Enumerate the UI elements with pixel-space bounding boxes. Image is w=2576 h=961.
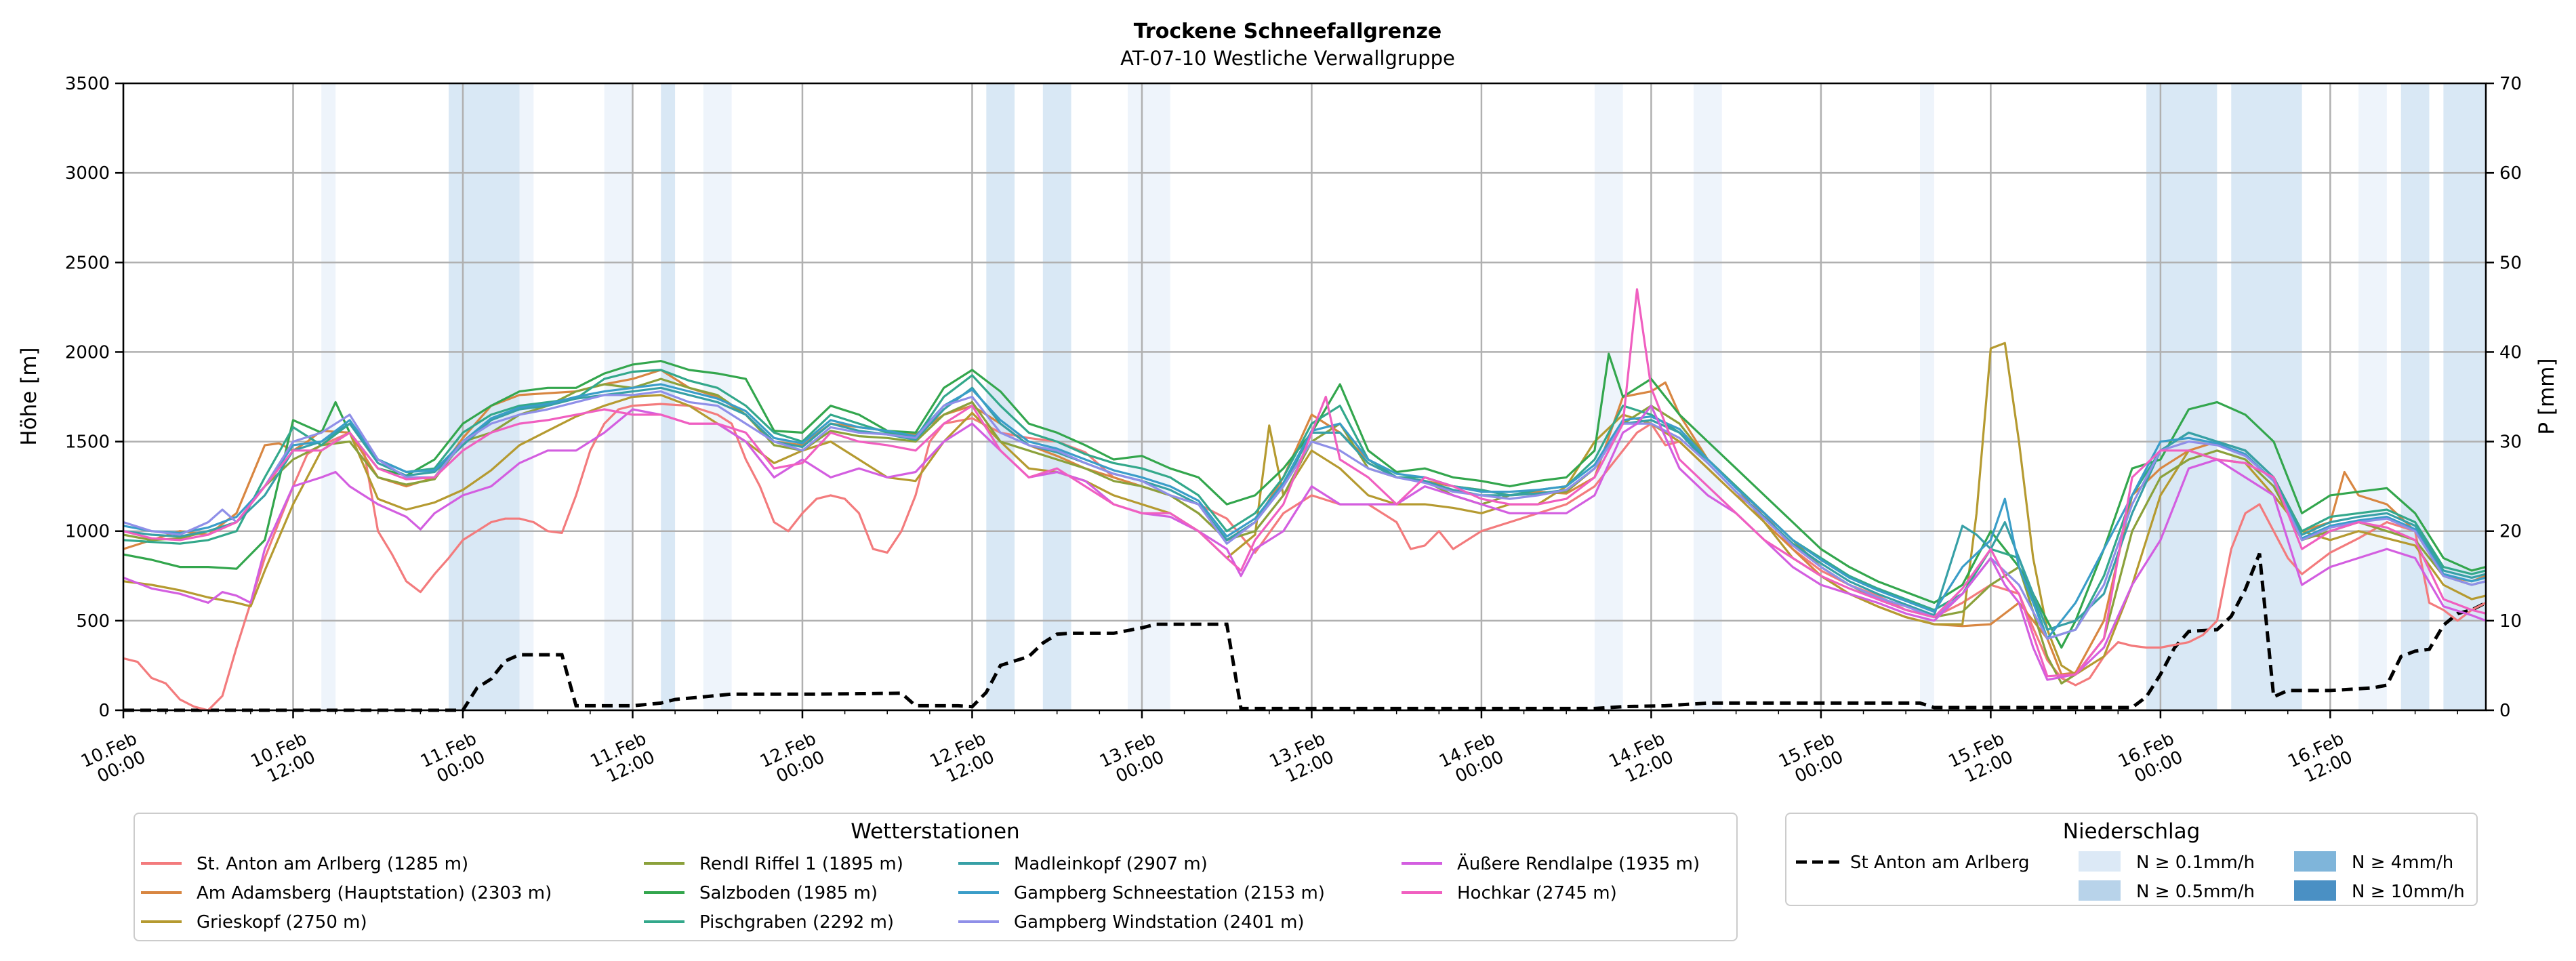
precip-band [2146, 83, 2217, 710]
legend-station-label: Pischgraben (2292 m) [699, 912, 894, 933]
legend-station-label: Hochkar (2745 m) [1457, 883, 1617, 903]
station-line [123, 383, 2487, 640]
precip-band [2400, 83, 2430, 710]
station-line [123, 405, 2487, 681]
precip-band [1920, 83, 1934, 710]
y2-axis-ticks: 0 10 20 30 40 50 60 70 [2486, 74, 2522, 721]
y-axis-ticks: 0 500 1000 1500 2000 2500 3000 3500 [65, 74, 123, 721]
legend-station-label: Gampberg Windstation (2401 m) [1014, 912, 1305, 933]
legend-station-label: St. Anton am Arlberg (1285 m) [197, 854, 468, 874]
stations-legend-box [134, 813, 1738, 941]
y2-tick-label: 10 [2499, 611, 2522, 632]
y-tick-label: 2000 [65, 342, 110, 363]
precip-band [2358, 83, 2387, 710]
y-axis-label: Höhe [m] [17, 347, 41, 445]
precip-level-label: N ≥ 10mm/h [2352, 882, 2465, 902]
chart-title: Trockene Schneefallgrenze [1134, 20, 1442, 43]
stations-legend: Wetterstationen St. Anton am Arlberg (12… [134, 813, 1738, 941]
plot-frame [122, 82, 2487, 712]
x-tick-label: 11.Feb12:00 [588, 729, 659, 790]
y-tick-label: 2500 [65, 253, 110, 273]
y-tick-label: 0 [98, 701, 110, 721]
y2-tick-label: 70 [2499, 74, 2522, 94]
x-tick-label: 10.Feb00:00 [78, 729, 149, 790]
x-tick-label: 13.Feb12:00 [1267, 729, 1338, 790]
precip-band [1042, 83, 1071, 710]
precip-legend: Niederschlag St Anton am Arlberg N ≥ 0.1… [1785, 813, 2478, 906]
x-axis-ticks: 10.Feb00:00 10.Feb12:00 11.Feb00:00 11.Feb1… [78, 710, 2459, 790]
precip-band [986, 83, 1015, 710]
y-tick-label: 500 [76, 611, 110, 632]
precip-level-label: N ≥ 0.5mm/h [2136, 882, 2255, 902]
x-tick-label: 11.Feb00:00 [417, 729, 489, 790]
y2-tick-label: 30 [2499, 432, 2522, 453]
precip-level-swatch [2294, 851, 2336, 872]
precip-level-label: N ≥ 4mm/h [2352, 853, 2453, 873]
y2-tick-label: 50 [2499, 253, 2522, 273]
precip-band [1128, 83, 1170, 710]
y2-axis-label: P [mm] [2535, 358, 2559, 434]
station-line [123, 369, 2487, 676]
legend-station-label: Gampberg Schneestation (2153 m) [1014, 883, 1325, 903]
y2-tick-label: 20 [2499, 522, 2522, 542]
x-tick-label: 16.Feb00:00 [2115, 729, 2186, 790]
precip-band [1594, 83, 1623, 710]
stations-legend-title: Wetterstationen [851, 819, 1019, 844]
precip-band [321, 83, 336, 710]
precip-series-line [123, 552, 2487, 712]
precip-band [1694, 83, 1722, 710]
legend-station-label: Äußere Rendlalpe (1935 m) [1457, 853, 1700, 874]
legend-station-label: Rendl Riffel 1 (1895 m) [699, 854, 903, 874]
precip-band [604, 83, 633, 710]
precipitation-line [123, 552, 2487, 712]
precip-band [2231, 83, 2302, 710]
precip-level-swatch [2294, 880, 2336, 901]
station-line [123, 352, 2487, 649]
y2-tick-label: 0 [2499, 701, 2511, 721]
x-tick-label: 14.Feb12:00 [1606, 729, 1677, 790]
x-tick-label: 14.Feb00:00 [1436, 729, 1507, 790]
legend-station-label: Grieskopf (2750 m) [197, 912, 367, 933]
x-tick-label: 13.Feb00:00 [1097, 729, 1168, 790]
station-line [123, 369, 2487, 640]
legend-station-label: Salzboden (1985 m) [699, 883, 878, 903]
x-tick-label: 10.Feb12:00 [248, 729, 319, 790]
y2-tick-label: 40 [2499, 342, 2522, 363]
station-line [123, 288, 2487, 678]
x-tick-label: 15.Feb12:00 [1945, 729, 2016, 790]
precip-level-swatch [2079, 880, 2121, 901]
y-tick-label: 1000 [65, 522, 110, 542]
y-tick-label: 3500 [65, 74, 110, 94]
y2-tick-label: 60 [2499, 163, 2522, 184]
precip-legend-line-label: St Anton am Arlberg [1850, 853, 2030, 873]
y-tick-label: 3000 [65, 163, 110, 184]
station-line [123, 386, 2487, 631]
x-tick-label: 12.Feb00:00 [757, 729, 828, 790]
precip-band [519, 83, 534, 710]
x-tick-label: 16.Feb12:00 [2285, 729, 2356, 790]
x-tick-label: 12.Feb12:00 [927, 729, 998, 790]
precip-level-swatch [2079, 851, 2121, 872]
station-lines [123, 288, 2487, 712]
precip-level-label: N ≥ 0.1mm/h [2136, 853, 2255, 873]
y-tick-label: 1500 [65, 432, 110, 453]
precip-legend-title: Niederschlag [2063, 819, 2201, 844]
legend-station-label: Am Adamsberg (Hauptstation) (2303 m) [197, 883, 552, 903]
legend-station-label: Madleinkopf (2907 m) [1014, 854, 1208, 874]
chart-subtitle: AT-07-10 Westliche Verwallgruppe [1120, 47, 1455, 70]
x-tick-label: 15.Feb00:00 [1776, 729, 1847, 790]
station-line [123, 390, 2487, 640]
